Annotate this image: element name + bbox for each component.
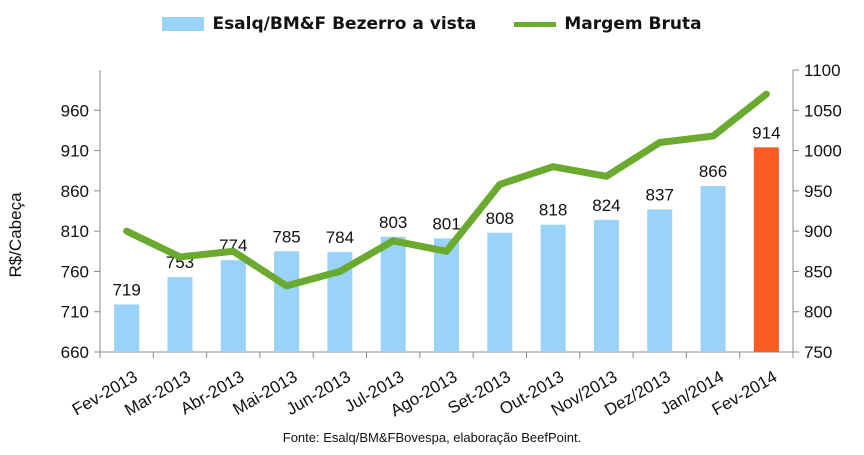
y-tick-label-right: 1050 xyxy=(804,101,842,120)
legend-label-line: Margem Bruta xyxy=(564,14,702,34)
legend-item-line: Margem Bruta xyxy=(514,14,702,34)
bar xyxy=(753,147,779,352)
y-tick-label-right: 950 xyxy=(804,182,832,201)
y-tick-label-left: 960 xyxy=(61,101,89,120)
bar-value-label: 914 xyxy=(752,123,780,142)
y-tick-label-left: 660 xyxy=(61,343,89,362)
bar xyxy=(434,238,459,352)
bar xyxy=(647,209,673,352)
y-tick-label-right: 1000 xyxy=(804,142,842,161)
bar xyxy=(700,186,726,352)
y-axis-title: R$/Cabeça xyxy=(6,192,25,278)
y-tick-label-right: 850 xyxy=(804,262,832,281)
y-axis-title-wrap: R$/Cabeça xyxy=(6,192,25,278)
y-tick-label-right: 1100 xyxy=(804,61,841,80)
source-note: Fonte: Esalq/BM&FBovespa, elaboração Bee… xyxy=(282,430,582,445)
bar-value-label: 785 xyxy=(272,227,300,246)
y-tick-label-right: 900 xyxy=(804,222,832,241)
legend-swatch-bars xyxy=(162,17,205,31)
bar xyxy=(274,251,300,352)
y-tick-label-left: 710 xyxy=(61,303,89,322)
bar xyxy=(167,277,193,352)
bar-value-label: 837 xyxy=(646,185,674,204)
bar xyxy=(380,236,406,352)
bar xyxy=(114,304,140,352)
bar-value-label: 784 xyxy=(326,228,354,247)
bar-value-label: 803 xyxy=(379,213,407,232)
bar-value-label: 824 xyxy=(592,196,620,215)
y-tick-label-left: 910 xyxy=(61,142,89,161)
series-line-margem-bruta xyxy=(123,90,770,290)
y-tick-label-left: 810 xyxy=(61,222,89,241)
legend-swatch-line xyxy=(514,21,557,27)
bar-value-label: 801 xyxy=(432,214,460,233)
chart-legend: Esalq/BM&F Bezerro a vista Margem Bruta xyxy=(0,14,864,34)
bar xyxy=(220,260,246,352)
bar xyxy=(593,219,619,352)
y-tick-label-right: 750 xyxy=(804,343,832,362)
bar-value-label: 719 xyxy=(112,280,140,299)
legend-item-bars: Esalq/BM&F Bezerro a vista xyxy=(162,14,476,34)
bar-value-label: 808 xyxy=(486,209,514,228)
y-tick-label-left: 860 xyxy=(61,182,89,201)
y-tick-label-right: 800 xyxy=(804,303,832,322)
bar xyxy=(540,224,566,352)
bar-value-label: 866 xyxy=(699,162,727,181)
bar xyxy=(487,232,513,352)
legend-label-bars: Esalq/BM&F Bezerro a vista xyxy=(212,14,477,34)
y-tick-label-left: 760 xyxy=(61,262,89,281)
bar-value-label: 818 xyxy=(539,201,567,220)
